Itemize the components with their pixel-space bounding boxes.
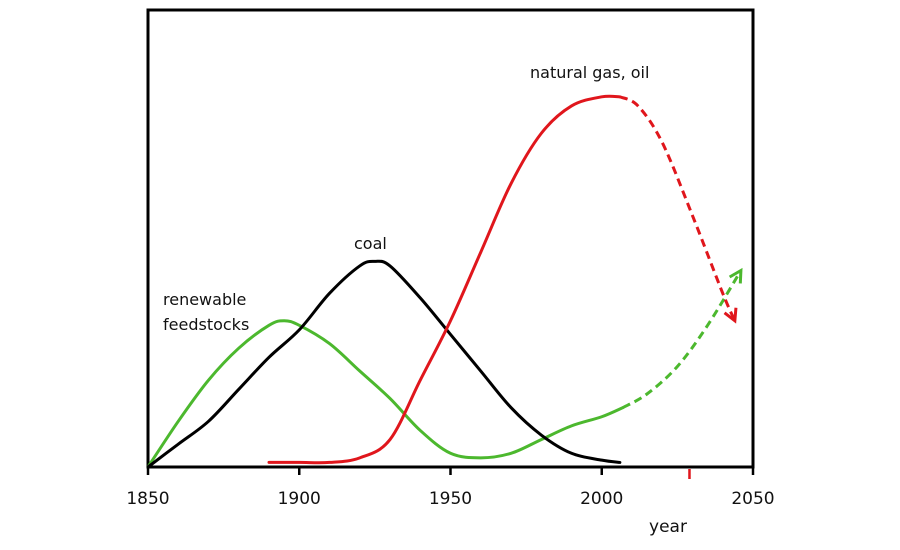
renewable-feedstocks-projection-line <box>622 269 743 409</box>
renewable-feedstocks-arrowhead <box>728 267 743 284</box>
x-tick-label: 1850 <box>126 489 169 509</box>
gas-oil-label: natural gas, oil <box>530 63 649 82</box>
coal-label: coal <box>354 234 387 253</box>
coal-line <box>146 259 622 469</box>
x-tick-label: 1950 <box>429 489 472 509</box>
natural-gas-oil-projection-line <box>619 95 737 322</box>
x-axis-ticks: 1850 1900 1950 2000 2050 <box>126 467 775 509</box>
natural-gas-oil-arrowhead <box>723 307 738 324</box>
x-axis-label: year <box>649 517 687 537</box>
x-tick-label: 2000 <box>580 489 623 509</box>
natural-gas-oil-line <box>267 94 622 465</box>
plot-frame <box>146 8 755 469</box>
renewable-label-line2: feedstocks <box>163 315 249 334</box>
x-tick-label: 2050 <box>731 489 774 509</box>
renewable-label-line1: renewable <box>163 290 246 309</box>
x-tick-label: 1900 <box>278 489 321 509</box>
series-layer <box>146 94 743 469</box>
